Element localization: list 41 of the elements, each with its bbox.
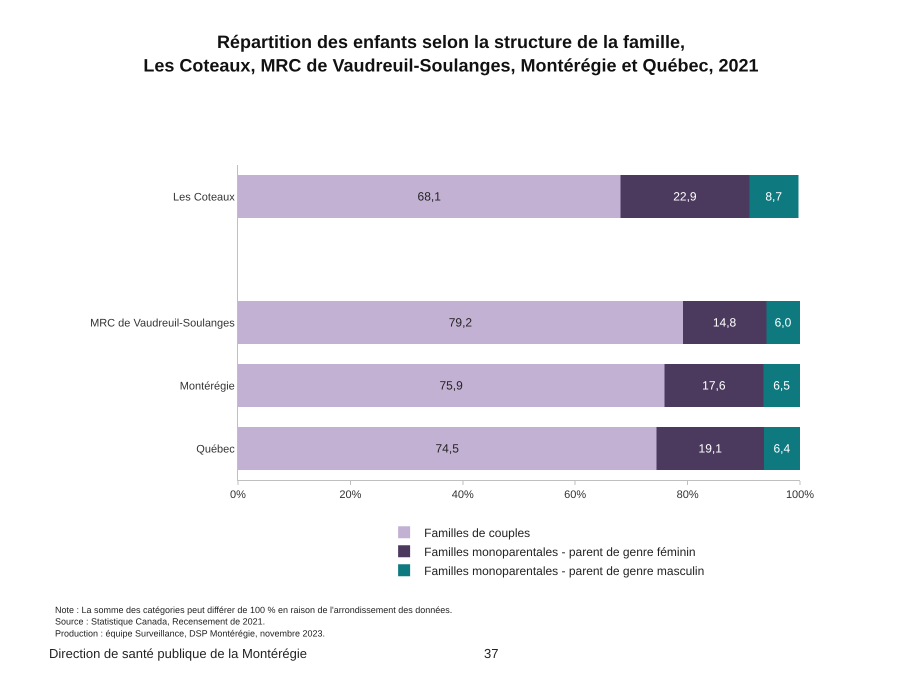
bar (238, 427, 657, 470)
data-label: 8,7 (765, 190, 782, 204)
chart-title: Répartition des enfants selon la structure de la famille, Les Coteaux, MRC de Vaudreuil-Soulanges, Montérégie et Québec, 2021 (143, 32, 759, 76)
y-tick-label: Québec (196, 443, 236, 456)
data-label: 14,8 (712, 316, 737, 330)
data-label: 74,5 (436, 442, 460, 456)
x-tick-label: 80% (676, 489, 699, 502)
text: 37 (484, 646, 498, 661)
bar (238, 364, 665, 407)
data-label: 6,0 (774, 316, 792, 330)
bar (238, 301, 684, 344)
text: Note : La somme des catégories peut différer de 100 % en raison de l'arrondissement des données. Source : Statistique Canada, Recensement de 2021. Production : équipe Surveillance, DSP Montérégie, novembre 2023. (55, 605, 452, 638)
bar (683, 301, 766, 344)
y-tick-label: MRC de Vaudreuil-Soulanges (90, 317, 236, 330)
bar (620, 175, 750, 218)
x-tick-label: 100% (786, 489, 814, 502)
data-label: 22,9 (673, 190, 697, 204)
bar (763, 364, 800, 407)
bar (749, 175, 798, 218)
legend-label: Familles monoparentales - parent de genre masculin (424, 564, 704, 578)
x-tick-label: 20% (339, 489, 362, 502)
y-tick-label: Montérégie (180, 380, 235, 392)
x-tick-label: 60% (564, 489, 586, 502)
bar (664, 364, 764, 407)
legend-label: Familles de couples (424, 526, 530, 540)
data-label: 6,4 (774, 442, 791, 456)
data-label: 75,9 (439, 378, 464, 392)
data-label: 79,2 (448, 316, 472, 330)
data-label: 19,1 (698, 442, 722, 456)
x-tick-label: 40% (452, 489, 474, 502)
x-tick-label: 0% (230, 489, 246, 502)
legend-label: Familles monoparentales - parent de genre féminin (424, 544, 696, 559)
bar (238, 175, 621, 218)
bar (656, 427, 764, 470)
data-label: 68,1 (418, 190, 442, 204)
bar (766, 301, 800, 344)
text: Direction de santé publique de la Montérégie (49, 646, 308, 661)
data-label: 6,5 (773, 378, 790, 392)
bar (764, 427, 800, 470)
y-tick-label: Les Coteaux (173, 191, 236, 204)
data-label: 17,6 (702, 378, 726, 392)
